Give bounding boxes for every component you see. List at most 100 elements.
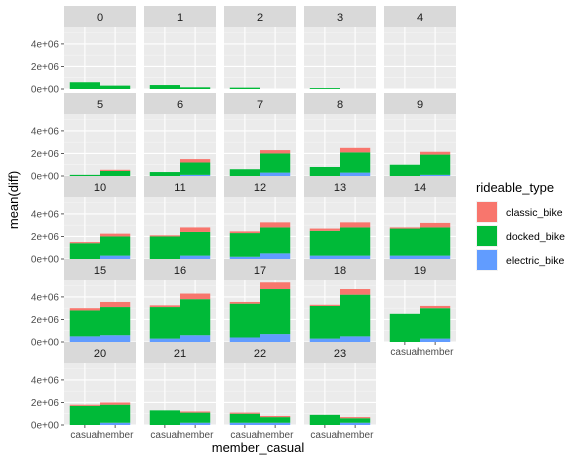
facet-strip-label: 17	[254, 265, 266, 277]
bar-segment-classic_bike	[309, 304, 340, 306]
bar-segment-docked_bike	[420, 154, 451, 175]
y-tick-label: 0e+00	[31, 338, 60, 349]
bar-segment-classic_bike	[420, 151, 451, 155]
bar-segment-classic_bike	[340, 222, 371, 228]
bar-segment-electric_bike	[260, 422, 291, 425]
bar-segment-docked_bike	[100, 236, 131, 256]
bar-segment-docked_bike	[149, 172, 180, 176]
bar-segment-classic_bike	[229, 301, 260, 304]
facet-strip-label: 18	[334, 265, 346, 277]
bar-segment-docked_bike	[309, 414, 340, 425]
y-axis-title: mean(diff)	[6, 171, 21, 229]
facet-strip-label: 12	[254, 182, 266, 194]
bar-segment-classic_bike	[229, 412, 260, 414]
facet-strip	[304, 6, 376, 27]
facet-strip	[304, 259, 376, 280]
bar-segment-docked_bike	[229, 413, 260, 423]
bar-segment-electric_bike	[260, 334, 291, 342]
facet-strip-label: 19	[414, 265, 426, 277]
bar-segment-electric_bike	[229, 337, 260, 342]
facet-strip-label: 7	[257, 99, 263, 111]
y-tick-label: 2e+06	[31, 62, 60, 73]
bar-segment-docked_bike	[100, 85, 131, 89]
facet-strip-label: 23	[334, 348, 346, 360]
bar-segment-classic_bike	[100, 402, 131, 405]
facet-strip	[144, 342, 216, 363]
x-tick-label: member	[337, 430, 374, 441]
y-tick-label: 4e+06	[31, 375, 60, 386]
legend: rideable_type classic_bike docked_bikeele…	[476, 180, 565, 271]
bar-segment-electric_bike	[180, 335, 211, 342]
facet-strip	[64, 342, 136, 363]
panel-background	[144, 27, 216, 89]
bar-segment-electric_bike	[340, 336, 371, 342]
bar-segment-classic_bike	[340, 147, 371, 153]
y-tick-label: 0e+00	[31, 85, 60, 96]
bar-segment-electric_bike	[180, 422, 211, 425]
panel-background	[64, 27, 136, 89]
bar-segment-classic_bike	[260, 222, 291, 228]
bar-segment-electric_bike	[420, 255, 451, 259]
bar-segment-electric_bike	[420, 174, 451, 176]
bar-segment-docked_bike	[309, 88, 340, 89]
bar-segment-classic_bike	[260, 150, 291, 154]
bar-segment-docked_bike	[149, 236, 180, 259]
facet-strip	[384, 259, 456, 280]
facet-strip-label: 14	[414, 182, 426, 194]
bar-segment-classic_bike	[69, 404, 100, 406]
bar-segment-electric_bike	[309, 255, 340, 259]
y-tick-label: 2e+06	[31, 398, 60, 409]
bar-segment-electric_bike	[229, 256, 260, 259]
bar-segment-electric_bike	[229, 422, 260, 425]
bar-segment-docked_bike	[229, 169, 260, 176]
bar-segment-docked_bike	[229, 87, 260, 89]
bar-segment-docked_bike	[340, 418, 371, 423]
x-tick-label: casual	[310, 430, 339, 441]
bar-segment-docked_bike	[389, 164, 420, 176]
facet-strip-label: 6	[177, 99, 183, 111]
bar-segment-docked_bike	[180, 231, 211, 256]
x-tick-label: casual	[70, 430, 99, 441]
bar-segment-classic_bike	[69, 308, 100, 311]
y-tick-label: 0e+00	[31, 421, 60, 432]
y-tick-label: 2e+06	[31, 232, 60, 243]
bar-segment-electric_bike	[340, 172, 371, 176]
legend-key-classic_bike	[477, 202, 497, 222]
facet-strip-label: 0	[97, 12, 103, 24]
bar-segment-docked_bike	[229, 303, 260, 338]
bar-segment-electric_bike	[69, 336, 100, 342]
facet-strip-label: 21	[174, 348, 186, 360]
legend-title: rideable_type	[476, 180, 554, 195]
facet-strip-label: 15	[94, 265, 106, 277]
bar-segment-docked_bike	[260, 153, 291, 173]
x-tick-label: member	[177, 430, 214, 441]
legend-key-electric_bike	[477, 250, 497, 270]
facet-strip-label: 8	[337, 99, 343, 111]
bar-segment-classic_bike	[100, 233, 131, 237]
bar-segment-classic_bike	[100, 169, 131, 171]
y-tick-label: 4e+06	[31, 39, 60, 50]
bar-segment-docked_bike	[309, 305, 340, 339]
y-tick-label: 4e+06	[31, 209, 60, 220]
bar-segment-docked_bike	[180, 299, 211, 336]
bar-segment-classic_bike	[309, 228, 340, 231]
panel-background	[304, 363, 376, 425]
bar-segment-classic_bike	[180, 411, 211, 413]
facet-strip	[384, 93, 456, 114]
bar-segment-docked_bike	[69, 405, 100, 425]
bar-segment-electric_bike	[100, 335, 131, 342]
facet-strip-label: 3	[337, 12, 343, 24]
y-tick-label: 4e+06	[31, 292, 60, 303]
facet-strip-label: 22	[254, 348, 266, 360]
x-tick-label: member	[257, 430, 294, 441]
y-tick-label: 0e+00	[31, 172, 60, 183]
bar-segment-docked_bike	[149, 410, 180, 425]
bar-segment-electric_bike	[309, 338, 340, 342]
bar-segment-docked_bike	[340, 227, 371, 256]
bar-segment-docked_bike	[309, 166, 340, 176]
bar-segment-classic_bike	[229, 231, 260, 234]
facet-strip	[304, 342, 376, 363]
bar-segment-classic_bike	[340, 289, 371, 295]
bar-segment-docked_bike	[69, 82, 100, 89]
bar-segment-docked_bike	[180, 412, 211, 423]
